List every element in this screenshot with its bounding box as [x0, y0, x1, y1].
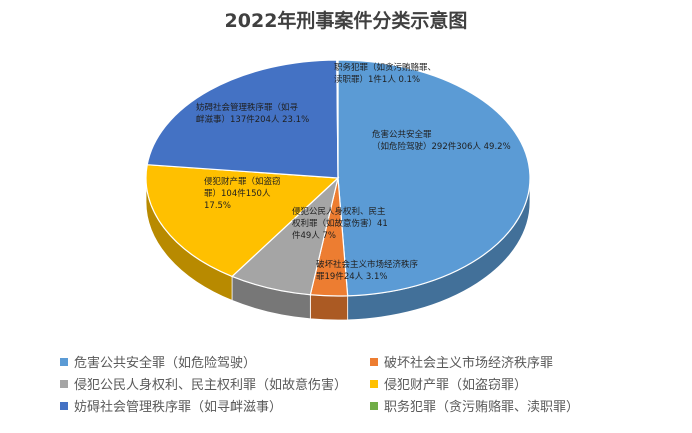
data-label-2: 侵犯公民人身权利、民主权利罪（如故意伤害）41 件49人 7% — [292, 206, 388, 241]
legend-swatch — [370, 402, 378, 410]
legend: 危害公共安全罪（如危险驾驶） 破坏社会主义市场经济秩序罪侵犯公民人身权利、民主权利… — [60, 355, 579, 415]
legend-label: 侵犯财产罪（如盗窃罪） — [384, 377, 527, 393]
legend-swatch — [370, 358, 378, 366]
legend-label: 危害公共安全罪（如危险驾驶） — [74, 355, 256, 371]
legend-label: 侵犯公民人身权利、民主权利罪（如故意伤害） — [74, 377, 347, 393]
legend-label: 妨碍社会管理秩序罪（如寻衅滋事） — [74, 399, 282, 415]
data-labels: 危害公共安全罪（如危险驾驶）292件306人 49.2% 破坏社会主义市场经济秩序… — [196, 62, 511, 282]
legend-swatch — [60, 402, 68, 410]
pie-slice-3 — [145, 164, 340, 278]
legend-swatch — [370, 380, 378, 388]
data-label-3: 侵犯财产罪（如盗窃罪）104件150人 17.5% — [204, 176, 281, 211]
data-label-0: 危害公共安全罪（如危险驾驶）292件306人 49.2% — [372, 129, 511, 152]
pie-slice-0 — [337, 59, 531, 297]
pie-side-1 — [309, 294, 349, 321]
chart-title: 2022年刑事案件分类示意图 — [225, 9, 468, 32]
legend-label: 破坏社会主义市场经济秩序罪 — [384, 355, 553, 371]
pie-slice-5 — [336, 59, 339, 179]
legend-swatch — [60, 380, 68, 388]
pie-tops — [145, 59, 531, 297]
legend-item-3: 侵犯财产罪（如盗窃罪） — [370, 377, 527, 393]
pie-sides — [145, 177, 531, 321]
pie-slice-4 — [146, 59, 339, 179]
legend-item-5: 职务犯罪（贪污贿赂罪、渎职罪） — [370, 399, 579, 415]
legend-item-4: 妨碍社会管理秩序罪（如寻衅滋事） — [60, 399, 282, 415]
legend-label: 职务犯罪（贪污贿赂罪、渎职罪） — [384, 399, 579, 415]
legend-item-1: 破坏社会主义市场经济秩序罪 — [370, 355, 553, 371]
data-label-1: 破坏社会主义市场经济秩序罪19件24人 3.1% — [316, 259, 419, 282]
legend-item-0: 危害公共安全罪（如危险驾驶） — [60, 355, 256, 371]
legend-item-2: 侵犯公民人身权利、民主权利罪（如故意伤害） — [60, 377, 347, 393]
data-label-5: 职务犯罪（如贪污贿赂罪、渎职罪）1件1人 0.1% — [334, 62, 436, 85]
legend-swatch — [60, 358, 68, 366]
data-label-4: 妨碍社会管理秩序罪（如寻衅滋事）137件204人 23.1% — [196, 102, 309, 125]
